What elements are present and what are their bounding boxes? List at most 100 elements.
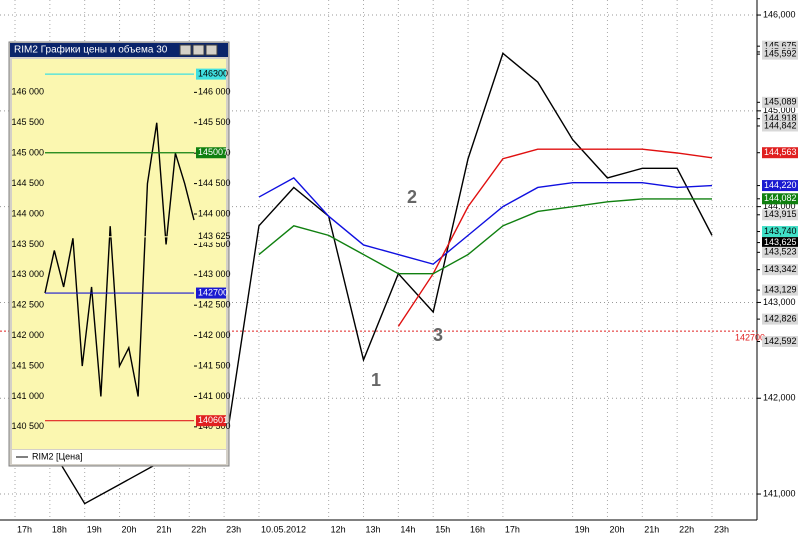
x-tick-label: 23h <box>226 524 241 534</box>
price-tag <box>762 209 798 221</box>
price-tag <box>762 180 798 192</box>
price-tag <box>762 284 798 296</box>
x-tick-label: 23h <box>714 524 729 534</box>
y-tick-label: 143 500 <box>11 239 44 249</box>
price-line <box>258 177 713 265</box>
x-tick-label: 21h <box>644 524 659 534</box>
price-tag-label: 145,592 <box>764 49 797 59</box>
y-tick-label: 145 000 <box>11 148 44 158</box>
y-tick-label: 143 000 <box>198 269 231 279</box>
inset-window: RIM2 Графики цены и объема 30 RIM2 [Цена… <box>8 41 231 467</box>
price-tag-label: 143,129 <box>764 284 797 294</box>
x-tick-label: 17h <box>505 524 520 534</box>
price-tag-label: 145,675 <box>764 41 797 51</box>
price-tag-label: 143,915 <box>764 209 797 219</box>
price-tag-label: 142,826 <box>764 313 797 323</box>
y-tick-label: 145 500 <box>11 117 44 127</box>
price-tag-label: 144,563 <box>764 147 797 157</box>
price-tag-label: 145,089 <box>764 97 797 107</box>
price-tag-label: 142,592 <box>764 336 797 346</box>
price-tag <box>762 336 798 348</box>
y-tick-label: 145,000 <box>763 105 796 115</box>
y-tick-label: 143 000 <box>11 269 44 279</box>
y-tick-label: 141 500 <box>11 360 44 370</box>
price-tag <box>762 113 798 125</box>
price-tag-label: 144,220 <box>764 180 797 190</box>
y-tick-label: 141 000 <box>11 391 44 401</box>
y-tick-label: 141 000 <box>198 391 231 401</box>
price-tag <box>196 147 226 159</box>
price-tag <box>762 96 798 108</box>
x-tick-label: 19h <box>575 524 590 534</box>
price-line <box>14 52 713 505</box>
price-line <box>397 148 713 327</box>
annotation: 2 <box>407 187 417 207</box>
x-tick-label: 20h <box>122 524 137 534</box>
legend-entry: RIM2 [Цена] <box>32 451 83 461</box>
maximize-button[interactable] <box>192 44 205 56</box>
y-tick-label: 141 500 <box>198 360 231 370</box>
annotation: 1 <box>371 370 381 390</box>
price-tag <box>762 40 798 52</box>
y-tick-label: 141,000 <box>763 488 796 498</box>
y-tick-label: 146 000 <box>198 87 231 97</box>
x-tick-label: 18h <box>52 524 67 534</box>
y-tick-label: 142 000 <box>198 330 231 340</box>
y-tick-label: 142 500 <box>11 300 44 310</box>
price-tag <box>196 231 226 243</box>
y-tick-label: 146,000 <box>763 9 796 19</box>
y-tick-label: 145 500 <box>198 117 231 127</box>
price-tag-label: 144,918 <box>764 113 797 123</box>
price-tag-label: 144,082 <box>764 193 797 203</box>
annotation: 3 <box>433 325 443 345</box>
minimize-button[interactable] <box>179 44 192 56</box>
price-tag-label: 143,523 <box>764 247 797 257</box>
price-tag <box>196 68 226 80</box>
y-tick-label: 144,000 <box>763 201 796 211</box>
x-tick-label: 14h <box>400 524 415 534</box>
x-tick-label: 22h <box>679 524 694 534</box>
y-tick-label: 143,000 <box>763 297 796 307</box>
window-title: RIM2 Графики цены и объема 30 <box>14 44 168 56</box>
inset-legend-background <box>12 450 226 464</box>
inset-plot-background <box>12 59 226 449</box>
price-tag <box>762 48 798 60</box>
price-tag-label: 146300 <box>198 68 228 78</box>
price-tag <box>196 415 226 427</box>
y-tick-label: 142,000 <box>763 393 796 403</box>
price-tag <box>762 264 798 276</box>
y-tick-label: 146 000 <box>11 87 44 97</box>
y-tick-label: 142 500 <box>198 300 231 310</box>
y-tick-label: 144 500 <box>198 178 231 188</box>
price-tag <box>762 120 798 132</box>
price-tag <box>762 237 798 249</box>
y-tick-label: 144 500 <box>11 178 44 188</box>
price-tag <box>762 226 798 238</box>
x-tick-label: 22h <box>191 524 206 534</box>
price-tag-label: 142700 <box>198 287 228 297</box>
y-tick-label: 140 500 <box>198 421 231 431</box>
x-tick-label: 20h <box>609 524 624 534</box>
price-tag <box>762 193 798 205</box>
y-tick-label: 144 000 <box>198 208 231 218</box>
y-tick-label: 142 000 <box>11 330 44 340</box>
y-tick-label: 143 500 <box>198 239 231 249</box>
price-tag-label: 143,342 <box>764 264 797 274</box>
price-line <box>258 198 712 275</box>
price-tag-label: 143,740 <box>764 226 797 236</box>
x-tick-label: 19h <box>87 524 102 534</box>
price-tag <box>762 246 798 258</box>
price-tag <box>762 147 798 159</box>
reference-label: 142700 <box>735 333 765 343</box>
x-tick-label: 10.05.2012 <box>261 524 306 534</box>
close-button[interactable] <box>205 44 218 56</box>
x-tick-label: 17h <box>17 524 32 534</box>
price-tag-label: 143 625 <box>198 231 231 241</box>
x-tick-label: 16h <box>470 524 485 534</box>
price-line <box>44 122 195 397</box>
x-tick-label: 21h <box>156 524 171 534</box>
x-tick-label: 12h <box>331 524 346 534</box>
x-tick-label: 15h <box>435 524 450 534</box>
price-tag-label: 140601 <box>198 415 228 425</box>
